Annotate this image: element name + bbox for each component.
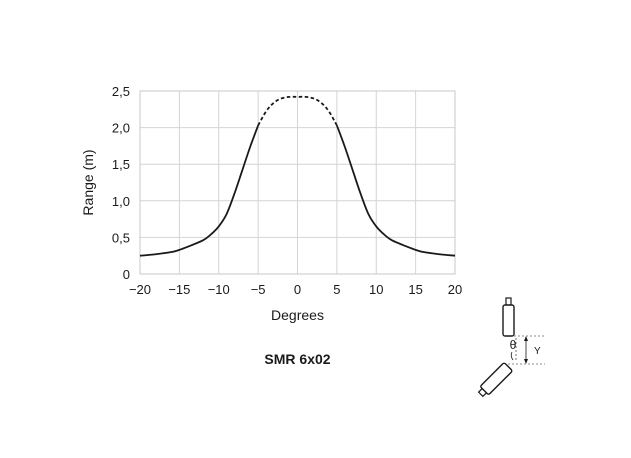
y-tick-label: 0,5	[112, 230, 130, 245]
x-tick-label: 5	[333, 282, 340, 297]
x-tick-label: 0	[294, 282, 301, 297]
angle-symbol: θ	[510, 338, 517, 352]
x-axis-label: Degrees	[271, 307, 324, 323]
x-tick-label: 10	[369, 282, 383, 297]
sensor-icon	[477, 362, 513, 398]
x-tick-label: −20	[129, 282, 151, 297]
y-tick-label: 1,5	[112, 157, 130, 172]
y-tick-label: 1,0	[112, 194, 130, 209]
y-tick-labels: 0 0,5 1,0 1,5 2,0 2,5	[112, 84, 130, 282]
y-tick-label: 0	[123, 267, 130, 282]
chart-title: SMR 6x02	[264, 351, 330, 367]
x-tick-label: −15	[168, 282, 190, 297]
x-tick-label: 20	[448, 282, 462, 297]
plot-frame	[139, 90, 456, 275]
distance-symbol: Y	[534, 346, 541, 357]
reflector-icon	[502, 297, 515, 337]
range-curve-dashed-segment	[257, 95, 338, 126]
series-layer	[139, 95, 456, 257]
sensor-geometry-diagram: θ Y	[477, 297, 545, 398]
range-curve-solid-segment	[139, 125, 259, 257]
range-curve-solid-segment	[336, 125, 456, 257]
x-tick-labels: −20 −15 −10 −5 0 5 10 15 20	[129, 282, 462, 297]
y-tick-label: 2,0	[112, 121, 130, 136]
x-tick-label: 15	[408, 282, 422, 297]
x-tick-label: −5	[251, 282, 266, 297]
y-axis-label: Range (m)	[80, 149, 96, 215]
x-tick-label: −10	[208, 282, 230, 297]
angle-arc	[510, 351, 514, 361]
arrow-head-down	[524, 359, 528, 364]
arrow-head-up	[524, 336, 528, 341]
y-tick-label: 2,5	[112, 84, 130, 99]
